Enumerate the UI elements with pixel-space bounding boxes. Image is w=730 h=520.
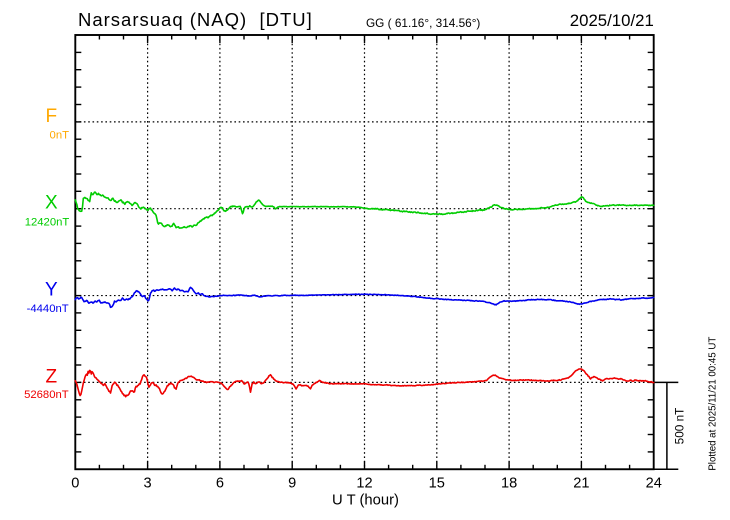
svg-text:U T (hour): U T (hour) — [332, 492, 399, 508]
svg-text:Narsarsuaq (NAQ) [DTU]: Narsarsuaq (NAQ) [DTU] — [78, 9, 313, 30]
svg-text:X: X — [45, 193, 58, 214]
svg-text:24: 24 — [646, 476, 662, 492]
svg-text:F: F — [45, 106, 57, 127]
svg-text:3: 3 — [144, 476, 152, 492]
svg-text:21: 21 — [573, 476, 589, 492]
svg-text:Y: Y — [45, 280, 58, 301]
svg-text:2025/10/21: 2025/10/21 — [570, 11, 654, 30]
svg-text:12: 12 — [356, 476, 372, 492]
svg-text:15: 15 — [429, 476, 445, 492]
svg-text:52680nT: 52680nT — [24, 389, 69, 401]
svg-text:6: 6 — [216, 476, 224, 492]
svg-text:0nT: 0nT — [50, 130, 70, 142]
svg-text:500 nT: 500 nT — [672, 408, 686, 445]
svg-text:18: 18 — [501, 476, 517, 492]
svg-text:Z: Z — [45, 366, 57, 387]
svg-text:-4440nT: -4440nT — [27, 303, 69, 315]
svg-text:GG ( 61.16°, 314.56°): GG ( 61.16°, 314.56°) — [366, 16, 480, 30]
svg-text:9: 9 — [288, 476, 296, 492]
svg-text:12420nT: 12420nT — [25, 216, 70, 228]
svg-text:0: 0 — [71, 476, 79, 492]
svg-text:Plotted at 2025/11/21 00:45 UT: Plotted at 2025/11/21 00:45 UT — [708, 337, 719, 471]
